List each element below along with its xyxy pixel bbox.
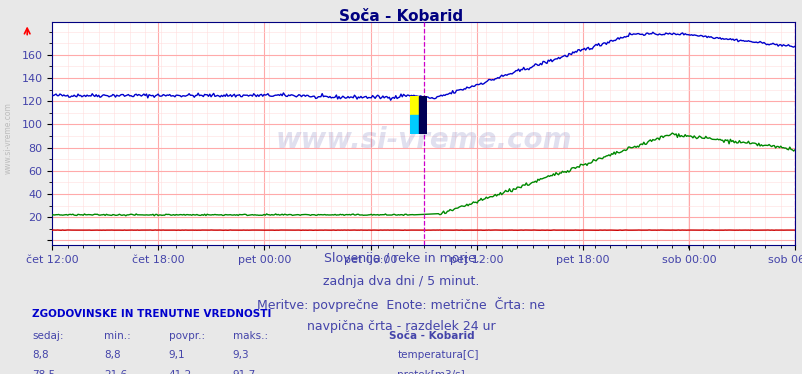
Text: temperatura[C]: temperatura[C]: [397, 350, 478, 361]
Bar: [409, 96, 418, 115]
Text: www.si-vreme.com: www.si-vreme.com: [275, 126, 571, 154]
Bar: [418, 96, 427, 134]
Text: zadnja dva dni / 5 minut.: zadnja dva dni / 5 minut.: [323, 275, 479, 288]
Text: 9,1: 9,1: [168, 350, 185, 361]
Text: Meritve: povprečne  Enote: metrične  Črta: ne: Meritve: povprečne Enote: metrične Črta:…: [257, 297, 545, 312]
Text: 21,6: 21,6: [104, 370, 128, 374]
Text: 9,3: 9,3: [233, 350, 249, 361]
Text: 78,5: 78,5: [32, 370, 55, 374]
Text: sedaj:: sedaj:: [32, 331, 63, 341]
Text: Soča - Kobarid: Soča - Kobarid: [339, 9, 463, 24]
Text: Slovenija / reke in morje.: Slovenija / reke in morje.: [323, 252, 479, 266]
Text: navpična črta - razdelek 24 ur: navpična črta - razdelek 24 ur: [307, 320, 495, 333]
Text: 8,8: 8,8: [32, 350, 49, 361]
Bar: [409, 115, 418, 134]
Text: maks.:: maks.:: [233, 331, 268, 341]
Text: pretok[m3/s]: pretok[m3/s]: [397, 370, 464, 374]
Text: www.si-vreme.com: www.si-vreme.com: [3, 102, 13, 174]
Text: ZGODOVINSKE IN TRENUTNE VREDNOSTI: ZGODOVINSKE IN TRENUTNE VREDNOSTI: [32, 309, 271, 319]
Text: min.:: min.:: [104, 331, 131, 341]
Text: Soča - Kobarid: Soča - Kobarid: [389, 331, 475, 341]
Text: 41,2: 41,2: [168, 370, 192, 374]
Text: povpr.:: povpr.:: [168, 331, 205, 341]
Text: 91,7: 91,7: [233, 370, 256, 374]
Text: 8,8: 8,8: [104, 350, 121, 361]
